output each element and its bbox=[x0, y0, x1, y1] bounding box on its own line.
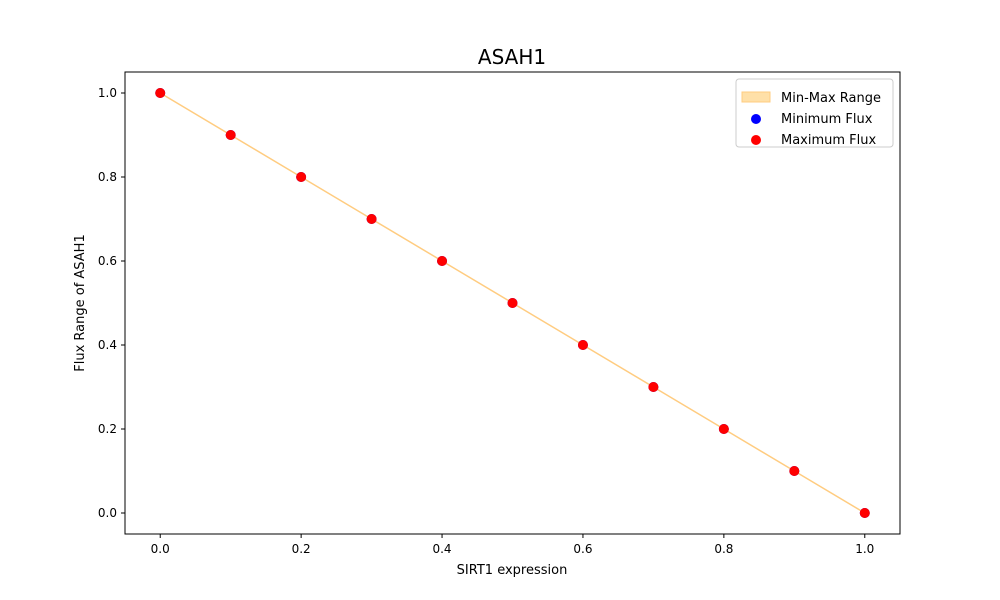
x-tick-label: 0.4 bbox=[432, 542, 451, 556]
maximum-flux-point bbox=[859, 508, 870, 518]
y-axis: 0.0 0.2 0.4 0.6 0.8 1.0 bbox=[98, 86, 125, 520]
x-tick-label: 0.2 bbox=[292, 542, 311, 556]
legend-label-minimum-flux: Minimum Flux bbox=[781, 112, 873, 127]
y-tick-label: 0.8 bbox=[98, 170, 117, 184]
maximum-flux-point bbox=[507, 298, 518, 308]
y-tick-label: 0.0 bbox=[98, 506, 117, 520]
y-tick-label: 0.6 bbox=[98, 254, 117, 268]
x-tick-label: 0.0 bbox=[151, 542, 170, 556]
y-tick-label: 0.2 bbox=[98, 422, 117, 436]
maximum-flux-point bbox=[648, 382, 659, 392]
legend-label-min-max-range: Min-Max Range bbox=[781, 91, 881, 106]
plot-frame bbox=[124, 71, 901, 535]
maximum-flux-point bbox=[437, 256, 448, 266]
x-axis-title: SIRT1 expression bbox=[457, 563, 568, 578]
maximum-flux-point bbox=[296, 172, 307, 182]
maximum-flux-point bbox=[155, 88, 166, 98]
x-axis: 0.0 0.2 0.4 0.6 0.8 1.0 bbox=[151, 534, 874, 556]
maximum-flux-point bbox=[577, 340, 588, 350]
plot-area bbox=[155, 88, 870, 518]
chart-title: ASAH1 bbox=[478, 45, 546, 69]
x-tick-label: 0.6 bbox=[573, 542, 592, 556]
x-tick-label: 1.0 bbox=[855, 542, 874, 556]
legend-marker-minimum-flux bbox=[751, 114, 761, 124]
maximum-flux-point bbox=[789, 466, 800, 476]
legend-box bbox=[735, 78, 894, 148]
y-tick-label: 0.4 bbox=[98, 338, 117, 352]
maximum-flux-point bbox=[225, 130, 236, 140]
legend-marker-maximum-flux bbox=[751, 135, 761, 145]
legend-swatch-min-max-range bbox=[741, 91, 771, 103]
legend: Min-Max Range Minimum Flux Maximum Flux bbox=[735, 78, 894, 148]
y-tick-label: 1.0 bbox=[98, 86, 117, 100]
x-tick-label: 0.8 bbox=[714, 542, 733, 556]
maximum-flux-point bbox=[718, 424, 729, 434]
legend-label-maximum-flux: Maximum Flux bbox=[781, 133, 877, 148]
maximum-flux-point bbox=[366, 214, 377, 224]
y-axis-title: Flux Range of ASAH1 bbox=[73, 234, 88, 371]
